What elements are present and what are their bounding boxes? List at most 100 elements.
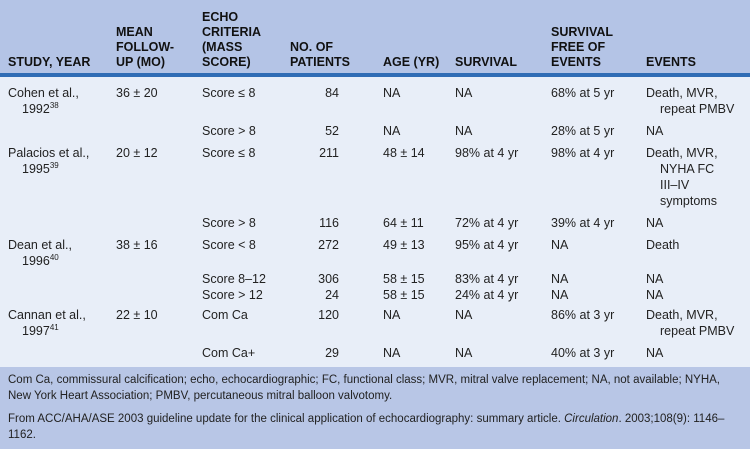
results-table: STUDY, YEAR MEAN FOLLOW-UP (MO) ECHO CRI… xyxy=(0,0,750,367)
study-name: Dean et al., xyxy=(8,238,72,252)
cell-followup: 36 ± 20 xyxy=(116,86,158,100)
cell-survival: NA xyxy=(455,346,473,360)
cell-survival-free: NA xyxy=(551,238,569,252)
cell-criteria: Score 8–12 xyxy=(202,272,266,286)
reference-number: 41 xyxy=(49,323,59,332)
reference-number: 40 xyxy=(49,253,59,262)
cell-survival: 24% at 4 yr xyxy=(455,288,519,302)
source-citation: From ACC/AHA/ASE 2003 guideline update f… xyxy=(8,412,742,443)
cell-events: NA xyxy=(638,287,750,303)
cell-survival: 72% at 4 yr xyxy=(455,216,519,230)
cell-study xyxy=(0,341,108,367)
cell-followup: 20 ± 12 xyxy=(116,146,158,160)
table-footer: Com Ca, commissural calcification; echo,… xyxy=(0,367,750,449)
cell-events: NA xyxy=(638,341,750,367)
cell-study xyxy=(0,271,108,287)
study-year: 1992 xyxy=(22,102,50,116)
table-row: Score > 8 116 64 ± 11 72% at 4 yr 39% at 4 y… xyxy=(0,211,750,233)
cell-age: 58 ± 15 xyxy=(383,272,425,286)
events-line: NA xyxy=(646,272,664,286)
table-row: Cohen et al., 199238 36 ± 20 Score ≤ 8 84 NA N… xyxy=(0,75,750,119)
cell-events: Death, MVR, repeat PMBV xyxy=(638,303,750,341)
events-line: Death xyxy=(646,238,680,252)
cell-survival-free: NA xyxy=(551,288,569,302)
cell-survival: 98% at 4 yr xyxy=(455,146,519,160)
events-line: NA xyxy=(646,124,664,138)
reference-number: 39 xyxy=(49,161,59,170)
cell-events: Death xyxy=(638,233,750,271)
citation-text: From ACC/AHA/ASE 2003 guideline update f… xyxy=(8,413,565,425)
cell-followup: 22 ± 10 xyxy=(116,308,158,322)
cell-criteria: Score ≤ 8 xyxy=(202,146,256,160)
citation-journal: Circulation xyxy=(564,413,619,425)
cell-survival-free: 68% at 5 yr xyxy=(551,86,615,100)
cell-followup xyxy=(108,271,194,287)
cell-survival: 95% at 4 yr xyxy=(455,238,519,252)
cell-events: NA xyxy=(638,271,750,287)
cell-survival: NA xyxy=(455,308,473,322)
cell-survival-free: 98% at 4 yr xyxy=(551,146,615,160)
table-row: Score > 8 52 NA NA 28% at 5 yr NA xyxy=(0,119,750,141)
cell-followup xyxy=(108,287,194,303)
events-line: NA xyxy=(646,216,664,230)
cell-survival-free: 40% at 3 yr xyxy=(551,346,615,360)
cell-patients: 52 xyxy=(325,124,339,138)
cell-criteria: Score > 8 xyxy=(202,216,256,230)
events-line: Death, MVR, xyxy=(646,86,718,100)
cell-study: Cannan et al., 199741 xyxy=(0,303,108,341)
events-line: Death, MVR, xyxy=(646,308,718,322)
header-survival: SURVIVAL xyxy=(447,0,543,77)
table-row: Palacios et al., 199539 20 ± 12 Score ≤ 8 21… xyxy=(0,141,750,211)
table-row: Dean et al., 199640 38 ± 16 Score < 8 272 49 … xyxy=(0,233,750,271)
study-name: Cannan et al., xyxy=(8,308,86,322)
events-line: symptoms xyxy=(660,194,717,208)
cell-study xyxy=(0,211,108,233)
events-line: repeat PMBV xyxy=(660,324,735,338)
cell-patients: 29 xyxy=(325,346,339,360)
reference-number: 38 xyxy=(49,101,59,110)
table-row: Cannan et al., 199741 22 ± 10 Com Ca 120 NA NA… xyxy=(0,303,750,341)
cell-events: Death, MVR, NYHA FC III–IV symptoms xyxy=(638,141,750,211)
header-criteria: ECHO CRITERIA (MASS SCORE) xyxy=(194,0,282,77)
cell-study: Dean et al., 199640 xyxy=(0,233,108,271)
header-row: STUDY, YEAR MEAN FOLLOW-UP (MO) ECHO CRI… xyxy=(0,0,750,77)
cell-patients: 84 xyxy=(325,86,339,100)
cell-criteria: Score > 8 xyxy=(202,124,256,138)
cell-age: 48 ± 14 xyxy=(383,146,425,160)
abbreviations-footnote: Com Ca, commissural calcification; echo,… xyxy=(8,374,721,402)
cell-followup xyxy=(108,211,194,233)
study-year: 1997 xyxy=(22,324,50,338)
header-study: STUDY, YEAR xyxy=(0,0,108,77)
cell-age: NA xyxy=(383,124,401,138)
table-row: Com Ca+ 29 NA NA 40% at 3 yr NA xyxy=(0,341,750,367)
cell-patients: 116 xyxy=(319,216,339,230)
cell-age: 64 ± 11 xyxy=(383,216,424,230)
cell-criteria: Com Ca+ xyxy=(202,346,256,360)
cell-survival-free: 39% at 4 yr xyxy=(551,216,615,230)
cell-study: Cohen et al., 199238 xyxy=(0,75,108,119)
cell-survival-free: NA xyxy=(551,272,569,286)
cell-followup: 38 ± 16 xyxy=(116,238,158,252)
cell-patients: 306 xyxy=(318,272,339,286)
cell-age: NA xyxy=(383,308,401,322)
cell-criteria: Com Ca xyxy=(202,308,248,322)
study-year: 1995 xyxy=(22,162,50,176)
header-age: AGE (YR) xyxy=(375,0,447,77)
cell-survival-free: 28% at 5 yr xyxy=(551,124,615,138)
cell-events: NA xyxy=(638,211,750,233)
cell-followup xyxy=(108,119,194,141)
cell-study xyxy=(0,119,108,141)
cell-age: 49 ± 13 xyxy=(383,238,425,252)
header-patients: NO. OF PATIENTS xyxy=(282,0,375,77)
cell-events: NA xyxy=(638,119,750,141)
events-line: Death, MVR, xyxy=(646,146,718,160)
study-name: Cohen et al., xyxy=(8,86,79,100)
cell-events: Death, MVR, repeat PMBV xyxy=(638,75,750,119)
events-line: repeat PMBV xyxy=(660,102,735,116)
cell-followup xyxy=(108,341,194,367)
cell-age: 58 ± 15 xyxy=(383,288,425,302)
cell-survival: 83% at 4 yr xyxy=(455,272,519,286)
cell-criteria: Score > 12 xyxy=(202,288,263,302)
cell-age: NA xyxy=(383,346,401,360)
events-line: NA xyxy=(646,346,664,360)
